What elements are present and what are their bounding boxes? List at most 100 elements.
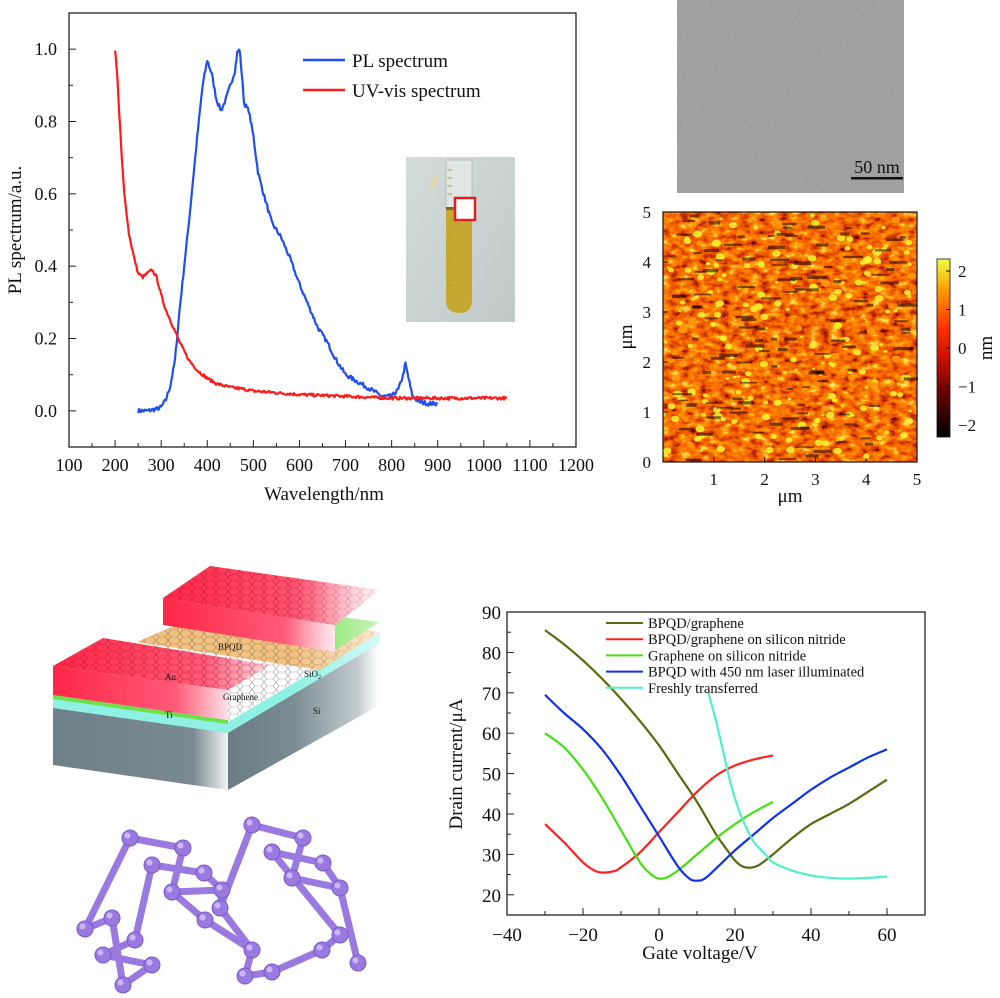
phosphorus-atom xyxy=(103,909,121,927)
vial-graduations xyxy=(447,169,452,286)
iv-series-line-2 xyxy=(544,732,774,880)
iv-series-line-1 xyxy=(544,754,774,874)
afm-grain xyxy=(720,417,726,422)
x-tick-label: 300 xyxy=(148,455,175,475)
bond xyxy=(268,946,326,976)
afm-valley xyxy=(777,348,788,352)
afm-grain xyxy=(713,312,722,318)
afm-valley xyxy=(903,377,919,381)
afm-grain xyxy=(881,225,886,230)
afm-grain xyxy=(832,263,836,266)
afm-grain xyxy=(820,216,827,222)
atom-highlight xyxy=(246,819,253,826)
afm-valley xyxy=(711,356,726,360)
afm-x-axis-label: μm xyxy=(778,486,803,507)
afm-valley xyxy=(671,356,685,359)
afm-x-tick-label: 3 xyxy=(811,470,820,489)
afm-valley xyxy=(754,339,763,343)
transfer-curve-chart: −40 −20 0 20 40 60 20 30 40 50 60 70 80 90 BPQD/graph… xyxy=(446,603,926,964)
afm-valley xyxy=(767,234,775,238)
afm-grain xyxy=(723,253,730,258)
afm-grain xyxy=(873,376,876,379)
afm-valley xyxy=(841,345,856,349)
afm-valley xyxy=(814,353,830,355)
afm-grain xyxy=(821,361,825,365)
afm-grain xyxy=(885,379,891,384)
afm-grain xyxy=(802,358,806,362)
afm-grain xyxy=(697,274,705,280)
afm-grain xyxy=(845,292,853,299)
afm-valley xyxy=(837,413,850,416)
afm-grain xyxy=(785,308,790,311)
atom-highlight xyxy=(214,902,221,909)
afm-valley xyxy=(833,279,842,284)
y-tick-label: 0.6 xyxy=(35,184,58,204)
afm-grain xyxy=(808,254,817,262)
afm-grain xyxy=(827,392,837,400)
colorbar-tick-label: 1 xyxy=(958,301,967,320)
afm-grain xyxy=(679,300,686,305)
afm-grain xyxy=(751,291,754,294)
afm-grain xyxy=(790,357,798,363)
afm-valley xyxy=(693,252,702,255)
afm-grain xyxy=(687,388,696,395)
atom-highlight xyxy=(239,970,246,977)
afm-grain xyxy=(782,370,788,375)
y-axis-label: PL spectrum/a.u. xyxy=(5,166,26,295)
afm-valley xyxy=(815,243,829,247)
atom-highlight xyxy=(146,859,153,866)
afm-valley xyxy=(715,259,723,262)
phosphorus-atom xyxy=(76,920,94,938)
x-tick-label: 1000 xyxy=(466,455,502,475)
afm-valley xyxy=(704,317,719,320)
afm-valley xyxy=(678,278,694,281)
afm-valley xyxy=(797,412,809,415)
afm-grain xyxy=(743,263,751,269)
afm-grain xyxy=(862,256,872,264)
iv-x-tick-label: 40 xyxy=(802,925,821,946)
afm-grain xyxy=(838,436,845,441)
series-line-pl xyxy=(137,48,439,414)
afm-grain xyxy=(671,374,681,382)
afm-valley xyxy=(843,255,863,259)
afm-grain xyxy=(732,375,737,379)
afm-grain xyxy=(828,294,838,301)
afm-grain xyxy=(736,375,740,378)
afm-grain xyxy=(833,447,842,455)
afm-grain xyxy=(906,419,911,423)
label-sio2: SiO2 xyxy=(304,669,321,681)
afm-y-tick-label: 1 xyxy=(643,403,652,422)
x-tick-label: 800 xyxy=(378,455,405,475)
afm-grain xyxy=(799,335,804,338)
afm-x-tick-label: 4 xyxy=(862,470,871,489)
afm-y-tick-label: 0 xyxy=(643,453,652,472)
afm-valley xyxy=(889,261,908,264)
iv-legend-label: BPQD/graphene xyxy=(648,616,744,632)
afm-grain xyxy=(725,377,730,380)
colorbar-tick-label: 2 xyxy=(958,262,967,281)
afm-grain xyxy=(893,309,898,313)
afm-valley xyxy=(805,454,819,458)
bp-crystal-structure xyxy=(76,816,367,994)
afm-grain xyxy=(862,401,866,404)
afm-grain xyxy=(737,320,745,327)
afm-grain xyxy=(840,404,844,407)
phosphorus-atom xyxy=(195,864,213,882)
afm-grain xyxy=(671,350,678,356)
atom-highlight xyxy=(246,944,253,951)
afm-grain xyxy=(741,378,751,385)
afm-grain xyxy=(678,309,682,313)
afm-grain xyxy=(747,395,754,401)
afm-grain xyxy=(866,322,871,326)
pl-uvvis-chart: 100 200 300 400 500 600 700 800 900 1000 1100 1200 0… xyxy=(5,12,594,505)
afm-valley xyxy=(868,404,881,408)
afm-grain xyxy=(891,355,901,363)
afm-grain xyxy=(889,390,897,397)
x-tick-label: 700 xyxy=(332,455,359,475)
afm-grain xyxy=(683,418,689,423)
afm-grain xyxy=(830,352,840,360)
afm-valley xyxy=(693,293,712,296)
afm-valley xyxy=(736,361,753,364)
afm-valley xyxy=(782,222,797,226)
afm-grain xyxy=(866,327,875,335)
